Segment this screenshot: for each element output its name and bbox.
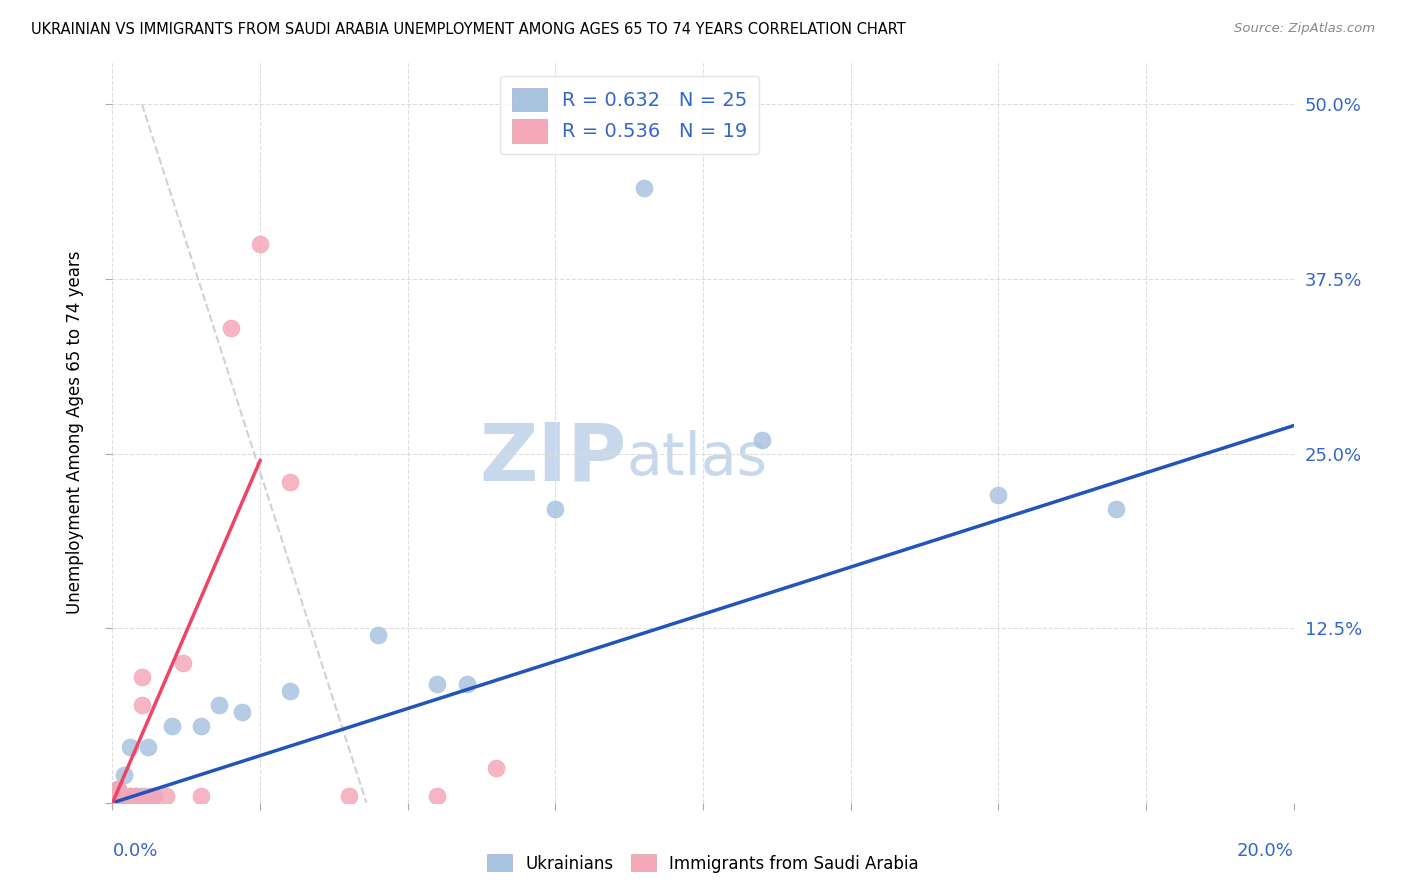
Point (112, 789, 135, 803)
Point (112, 789, 135, 803)
Text: atlas: atlas (626, 430, 768, 487)
Point (142, 789, 165, 803)
Point (104, 789, 127, 803)
Point (987, 488, 1010, 502)
Point (131, 789, 153, 803)
Point (485, 761, 508, 775)
Point (633, 181, 655, 195)
Point (125, 789, 148, 803)
Point (107, 789, 129, 803)
Text: ZIP: ZIP (479, 419, 626, 498)
Point (104, 789, 127, 803)
Point (190, 719, 212, 733)
Point (219, 321, 242, 335)
Y-axis label: Unemployment Among Ages 65 to 74 years: Unemployment Among Ages 65 to 74 years (66, 251, 84, 615)
Point (120, 789, 142, 803)
Point (544, 502, 567, 516)
Legend: Ukrainians, Immigrants from Saudi Arabia: Ukrainians, Immigrants from Saudi Arabia (481, 847, 925, 880)
Text: Source: ZipAtlas.com: Source: ZipAtlas.com (1234, 22, 1375, 36)
Point (107, 789, 129, 803)
Point (278, 475, 301, 489)
Point (136, 789, 159, 803)
Point (131, 698, 153, 712)
Point (337, 789, 360, 803)
Point (367, 628, 389, 642)
Point (160, 719, 183, 733)
Legend: R = 0.632   N = 25, R = 0.536   N = 19: R = 0.632 N = 25, R = 0.536 N = 19 (501, 76, 759, 154)
Point (110, 789, 132, 803)
Text: 0.0%: 0.0% (112, 842, 157, 860)
Point (107, 781, 129, 796)
Point (120, 789, 142, 803)
Point (249, 237, 271, 252)
Point (120, 739, 142, 754)
Point (208, 698, 231, 712)
Point (155, 789, 177, 803)
Point (231, 705, 253, 719)
Point (751, 433, 773, 447)
Text: 20.0%: 20.0% (1237, 842, 1294, 860)
Point (278, 684, 301, 698)
Point (426, 789, 449, 803)
Text: UKRAINIAN VS IMMIGRANTS FROM SAUDI ARABIA UNEMPLOYMENT AMONG AGES 65 TO 74 YEARS: UKRAINIAN VS IMMIGRANTS FROM SAUDI ARABI… (31, 22, 905, 37)
Point (426, 677, 449, 691)
Point (136, 739, 159, 754)
Point (142, 789, 165, 803)
Point (172, 656, 194, 670)
Point (107, 781, 129, 796)
Point (112, 768, 135, 782)
Point (125, 789, 148, 803)
Point (190, 789, 212, 803)
Point (131, 670, 153, 684)
Point (1105, 502, 1128, 516)
Point (456, 677, 478, 691)
